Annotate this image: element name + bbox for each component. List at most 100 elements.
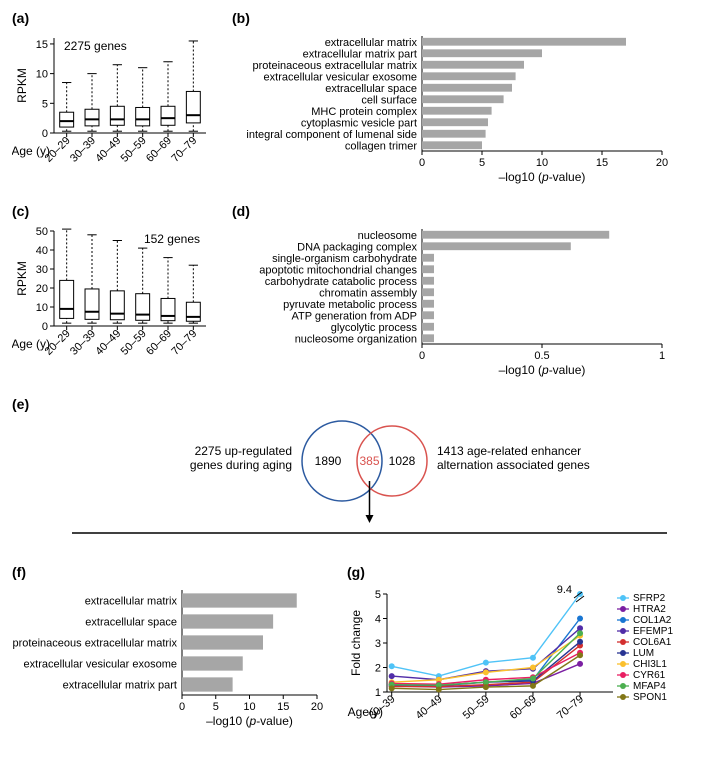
svg-text:5: 5 <box>479 157 485 169</box>
svg-text:30–39: 30–39 <box>68 328 98 358</box>
svg-text:0: 0 <box>419 157 425 169</box>
svg-text:COL6A1: COL6A1 <box>633 637 672 648</box>
svg-text:5: 5 <box>213 701 219 713</box>
svg-text:CHI3L1: CHI3L1 <box>633 659 667 670</box>
svg-text:carbohydrate catabolic process: carbohydrate catabolic process <box>265 276 418 288</box>
svg-text:–log10 (p-value): –log10 (p-value) <box>206 714 293 728</box>
svg-text:HTRA2: HTRA2 <box>633 604 666 615</box>
svg-text:RPKM: RPKM <box>15 68 29 103</box>
svg-text:40: 40 <box>36 245 48 257</box>
row-fg: (f) 05101520extracellular matrixextracel… <box>12 564 697 734</box>
svg-text:Age (y): Age (y) <box>12 337 50 351</box>
panel-f: (f) 05101520extracellular matrixextracel… <box>12 564 327 734</box>
svg-text:20: 20 <box>311 701 323 713</box>
svg-text:50–59: 50–59 <box>461 693 492 722</box>
panel-d: (d) 00.51nucleosomeDNA packaging complex… <box>232 203 672 378</box>
svg-text:3: 3 <box>375 638 381 650</box>
svg-text:extracellular space: extracellular space <box>325 83 417 95</box>
svg-text:extracellular matrix part: extracellular matrix part <box>303 48 417 60</box>
svg-text:70–79: 70–79 <box>169 328 199 358</box>
svg-text:40–49: 40–49 <box>414 693 445 722</box>
svg-text:extracellular matrix part: extracellular matrix part <box>63 680 177 692</box>
svg-text:extracellular space: extracellular space <box>85 617 177 629</box>
svg-text:10: 10 <box>36 302 48 314</box>
svg-text:cell surface: cell surface <box>361 94 417 106</box>
svg-text:50: 50 <box>36 226 48 238</box>
svg-text:4: 4 <box>375 614 381 626</box>
svg-text:apoptotic mitochondrial change: apoptotic mitochondrial changes <box>259 264 417 276</box>
chart-a-boxplot: 051015RPKM20–2930–3940–4950–5960–6970–79… <box>12 30 212 185</box>
svg-text:Fold change: Fold change <box>349 610 363 676</box>
panel-c: (c) 01020304050RPKM20–2930–3940–4950–596… <box>12 203 212 378</box>
svg-text:5: 5 <box>375 589 381 601</box>
svg-text:0: 0 <box>42 321 48 333</box>
svg-text:nucleosome organization: nucleosome organization <box>295 333 417 345</box>
panel-e-label: (e) <box>12 396 697 412</box>
svg-text:ATP generation from ADP: ATP generation from ADP <box>291 310 417 322</box>
svg-text:0: 0 <box>419 350 425 362</box>
chart-f-barchart: 05101520extracellular matrixextracellula… <box>12 584 327 729</box>
svg-text:Age (y): Age (y) <box>12 144 50 158</box>
svg-text:collagen trimer: collagen trimer <box>345 140 417 152</box>
svg-text:5: 5 <box>42 98 48 110</box>
panel-b: (b) 05101520extracellular matrixextracel… <box>232 10 672 185</box>
svg-text:LUM: LUM <box>633 648 654 659</box>
panel-e: (e) 189038510282275 up-regulatedgenes du… <box>12 396 697 546</box>
svg-text:2: 2 <box>375 663 381 675</box>
svg-text:chromatin assembly: chromatin assembly <box>319 287 417 299</box>
svg-text:SPON1: SPON1 <box>633 692 667 703</box>
svg-text:extracellular matrix: extracellular matrix <box>85 596 178 608</box>
svg-text:extracellular matrix: extracellular matrix <box>325 37 418 49</box>
svg-text:10: 10 <box>536 157 548 169</box>
svg-text:40–49: 40–49 <box>93 328 123 358</box>
panel-g-label: (g) <box>347 564 677 580</box>
svg-text:15: 15 <box>277 701 289 713</box>
svg-text:50–59: 50–59 <box>119 135 149 165</box>
svg-text:15: 15 <box>596 157 608 169</box>
svg-text:70–79: 70–79 <box>555 693 586 722</box>
svg-text:MFAP4: MFAP4 <box>633 681 666 692</box>
svg-text:9.4: 9.4 <box>557 584 572 596</box>
row-e: (e) 189038510282275 up-regulatedgenes du… <box>12 396 697 546</box>
chart-e-venn: 189038510282275 up-regulatedgenes during… <box>12 416 697 546</box>
svg-text:genes during aging: genes during aging <box>190 458 292 472</box>
svg-text:proteinaceous extracellular ma: proteinaceous extracellular matrix <box>13 638 178 650</box>
svg-text:extracellular vesicular exosom: extracellular vesicular exosome <box>264 71 417 83</box>
svg-text:60–69: 60–69 <box>508 693 539 722</box>
svg-text:nucleosome: nucleosome <box>358 230 417 242</box>
svg-text:1413 age-related enhancer: 1413 age-related enhancer <box>437 444 581 458</box>
svg-text:glycolytic process: glycolytic process <box>331 322 418 334</box>
svg-text:1890: 1890 <box>315 454 342 468</box>
svg-text:extracellular vesicular exosom: extracellular vesicular exosome <box>24 659 177 671</box>
svg-text:0.5: 0.5 <box>534 350 549 362</box>
chart-d-barchart: 00.51nucleosomeDNA packaging complexsing… <box>232 223 672 378</box>
svg-text:–log10 (p-value): –log10 (p-value) <box>499 363 586 377</box>
svg-text:0: 0 <box>42 128 48 140</box>
panel-b-label: (b) <box>232 10 672 26</box>
svg-text:alternation associated genes: alternation associated genes <box>437 458 590 472</box>
svg-text:30: 30 <box>36 264 48 276</box>
svg-text:2275 genes: 2275 genes <box>64 39 127 53</box>
svg-text:EFEMP1: EFEMP1 <box>633 626 673 637</box>
svg-text:pyruvate metabolic process: pyruvate metabolic process <box>283 299 417 311</box>
svg-text:single-organism carbohydrate: single-organism carbohydrate <box>272 253 417 265</box>
svg-text:SFRP2: SFRP2 <box>633 593 666 604</box>
row-cd: (c) 01020304050RPKM20–2930–3940–4950–596… <box>12 203 697 378</box>
panel-g: (g) 1234530–3940–4950–5960–6970–79Fold c… <box>347 564 677 734</box>
svg-text:Age(y): Age(y) <box>348 705 383 719</box>
row-ab: (a) 051015RPKM20–2930–3940–4950–5960–697… <box>12 10 697 185</box>
svg-text:0: 0 <box>179 701 185 713</box>
svg-text:60–69: 60–69 <box>144 135 174 165</box>
chart-b-barchart: 05101520extracellular matrixextracellula… <box>232 30 672 185</box>
svg-text:152 genes: 152 genes <box>144 232 200 246</box>
svg-text:2275 up-regulated: 2275 up-regulated <box>195 444 292 458</box>
svg-text:CYR61: CYR61 <box>633 670 666 681</box>
svg-text:15: 15 <box>36 39 48 51</box>
panel-d-label: (d) <box>232 203 672 219</box>
svg-text:50–59: 50–59 <box>119 328 149 358</box>
svg-text:20: 20 <box>656 157 668 169</box>
panel-a: (a) 051015RPKM20–2930–3940–4950–5960–697… <box>12 10 212 185</box>
svg-text:integral component of lumenal: integral component of lumenal side <box>246 129 417 141</box>
svg-text:60–69: 60–69 <box>144 328 174 358</box>
svg-text:20: 20 <box>36 283 48 295</box>
